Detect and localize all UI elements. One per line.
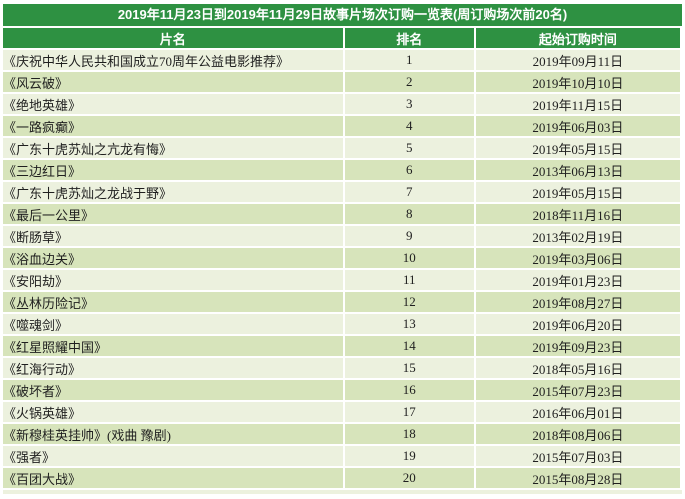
table-title: 2019年11月23日到2019年11月29日故事片场次订购一览表(周订购场次前… — [3, 4, 682, 26]
film-title-cell: 《浴血边关》 — [3, 248, 343, 268]
order-date-cell: 2015年07月23日 — [475, 380, 680, 400]
film-title-cell: 《安阳劫》 — [3, 270, 343, 290]
order-date-cell: 2015年07月03日 — [475, 446, 680, 466]
table-row: 《百团大战》 20 2015年08月28日 — [3, 468, 680, 488]
order-date-cell: 2015年08月28日 — [475, 468, 680, 488]
order-date-cell: 2018年05月16日 — [475, 358, 680, 378]
film-title-cell: 《三边红日》 — [3, 160, 343, 180]
rank-cell: 18 — [344, 424, 474, 444]
order-date-cell: 2013年06月13日 — [475, 160, 680, 180]
film-title-cell: 《广东十虎苏灿之龙战于野》 — [3, 182, 343, 202]
rank-cell: 19 — [344, 446, 474, 466]
film-title-cell: 《红海行动》 — [3, 358, 343, 378]
film-title-cell: 《新穆桂英挂帅》(戏曲 豫剧) — [3, 424, 343, 444]
film-title-cell: 《最后一公里》 — [3, 204, 343, 224]
order-date-cell: 2019年05月15日 — [475, 138, 680, 158]
rank-cell: 16 — [344, 380, 474, 400]
rank-cell: 1 — [344, 50, 474, 70]
film-title-cell: 《破坏者》 — [3, 380, 343, 400]
order-date-cell: 2019年11月15日 — [475, 94, 680, 114]
rank-cell: 12 — [344, 292, 474, 312]
film-title-cell: 《绝地英雄》 — [3, 94, 343, 114]
rank-cell: 17 — [344, 402, 474, 422]
table-row: 《庆祝中华人民共和国成立70周年公益电影推荐》 1 2019年09月11日 — [3, 50, 680, 70]
film-title-cell: 《红星照耀中国》 — [3, 336, 343, 356]
table-row: 《最后一公里》 8 2018年11月16日 — [3, 204, 680, 224]
table-row: 《断肠草》 9 2013年02月19日 — [3, 226, 680, 246]
table-row: 《绝地英雄》 3 2019年11月15日 — [3, 94, 680, 114]
table-row: 《广东十虎苏灿之龙战于野》 7 2019年05月15日 — [3, 182, 680, 202]
rank-cell: 9 — [344, 226, 474, 246]
film-title-cell: 《庆祝中华人民共和国成立70周年公益电影推荐》 — [3, 50, 343, 70]
order-date-cell: 2019年09月23日 — [475, 336, 680, 356]
order-date-cell: 2019年03月06日 — [475, 248, 680, 268]
rank-cell: 20 — [344, 468, 474, 488]
film-title-cell: 《百团大战》 — [3, 468, 343, 488]
table-row: 《红海行动》 15 2018年05月16日 — [3, 358, 680, 378]
rank-cell: 11 — [344, 270, 474, 290]
order-date-cell: 2013年02月19日 — [475, 226, 680, 246]
order-date-cell: 2019年10月10日 — [475, 72, 680, 92]
rank-cell: 5 — [344, 138, 474, 158]
film-title-cell: 《一路疯癫》 — [3, 116, 343, 136]
table-row: 《广东十虎苏灿之亢龙有悔》 5 2019年05月15日 — [3, 138, 680, 158]
table-row: 《丛林历险记》 12 2019年08月27日 — [3, 292, 680, 312]
rank-cell: 6 — [344, 160, 474, 180]
order-date-cell: 2019年06月20日 — [475, 314, 680, 334]
order-date-cell: 2018年08月06日 — [475, 424, 680, 444]
table-row: 《一路疯癫》 4 2019年06月03日 — [3, 116, 680, 136]
order-date-cell: 2019年09月11日 — [475, 50, 680, 70]
table-row: 《新穆桂英挂帅》(戏曲 豫剧) 18 2018年08月06日 — [3, 424, 680, 444]
rank-cell: 14 — [344, 336, 474, 356]
rank-cell: 15 — [344, 358, 474, 378]
film-title-cell: 《火锅英雄》 — [3, 402, 343, 422]
order-date-cell: 2018年11月16日 — [475, 204, 680, 224]
table-row: 《浴血边关》 10 2019年03月06日 — [3, 248, 680, 268]
table-row: 《火锅英雄》 17 2016年06月01日 — [3, 402, 680, 422]
table-row: 《强者》 19 2015年07月03日 — [3, 446, 680, 466]
column-header-date: 起始订购时间 — [475, 28, 680, 48]
rank-cell: 8 — [344, 204, 474, 224]
film-title-cell: 《丛林历险记》 — [3, 292, 343, 312]
film-title-cell: 《噬魂剑》 — [3, 314, 343, 334]
film-title-cell: 《广东十虎苏灿之亢龙有悔》 — [3, 138, 343, 158]
order-date-cell: 2019年06月03日 — [475, 116, 680, 136]
column-header-rank: 排名 — [344, 28, 474, 48]
table-row: 《三边红日》 6 2013年06月13日 — [3, 160, 680, 180]
film-title-cell: 《强者》 — [3, 446, 343, 466]
header-row: 片名 排名 起始订购时间 — [3, 28, 680, 48]
order-date-cell: 2019年01月23日 — [475, 270, 680, 290]
cut-off-row-strip — [3, 490, 682, 494]
film-title-cell: 《断肠草》 — [3, 226, 343, 246]
column-header-film: 片名 — [3, 28, 343, 48]
order-date-cell: 2019年05月15日 — [475, 182, 680, 202]
rank-cell: 3 — [344, 94, 474, 114]
order-date-cell: 2016年06月01日 — [475, 402, 680, 422]
rank-cell: 13 — [344, 314, 474, 334]
table-row: 《风云破》 2 2019年10月10日 — [3, 72, 680, 92]
film-title-cell: 《风云破》 — [3, 72, 343, 92]
table-row: 《破坏者》 16 2015年07月23日 — [3, 380, 680, 400]
table-row: 《安阳劫》 11 2019年01月23日 — [3, 270, 680, 290]
rank-cell: 4 — [344, 116, 474, 136]
rank-cell: 10 — [344, 248, 474, 268]
table-row: 《红星照耀中国》 14 2019年09月23日 — [3, 336, 680, 356]
order-date-cell: 2019年08月27日 — [475, 292, 680, 312]
table-row: 《噬魂剑》 13 2019年06月20日 — [3, 314, 680, 334]
film-order-table: 片名 排名 起始订购时间 《庆祝中华人民共和国成立70周年公益电影推荐》 1 2… — [1, 26, 682, 490]
rank-cell: 2 — [344, 72, 474, 92]
rank-cell: 7 — [344, 182, 474, 202]
